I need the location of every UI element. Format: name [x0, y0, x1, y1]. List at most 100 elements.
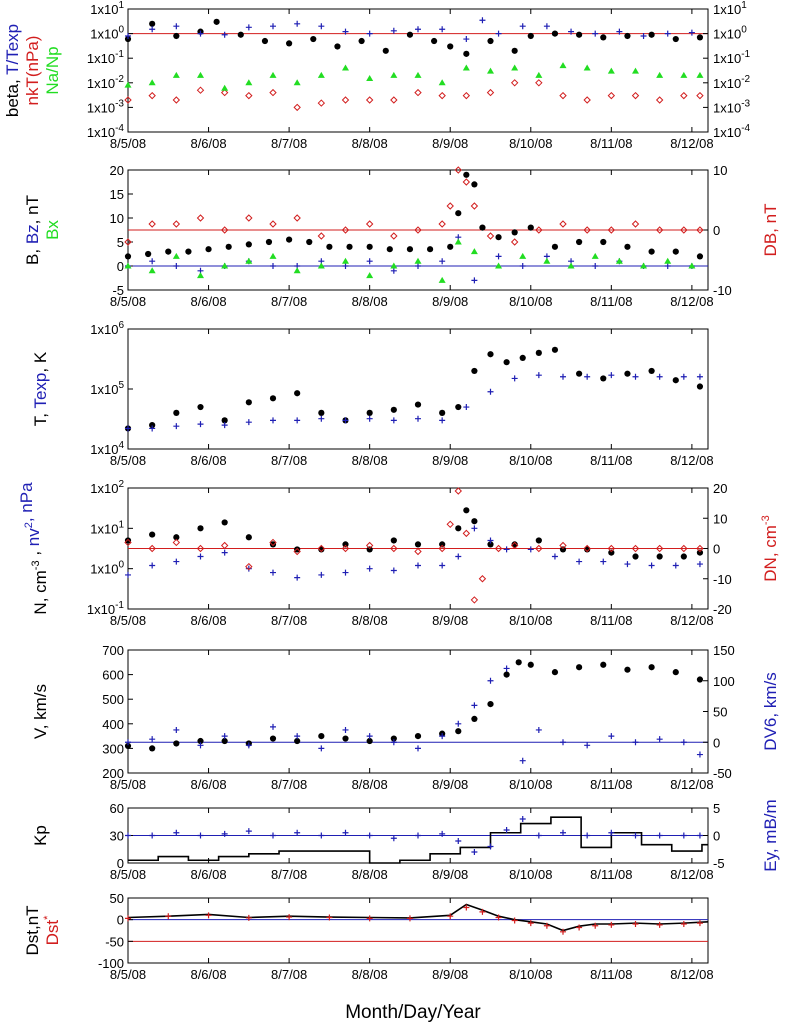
- panel-2-b-point: [286, 236, 293, 243]
- panel-7-dst_star-point: [326, 914, 333, 921]
- panel-2-x-tick-label: 8/10/08: [509, 294, 552, 309]
- panel-5-dv6-point: [245, 742, 252, 749]
- panel-2-bx-point: [172, 252, 180, 259]
- panel-4-nv2-point: [197, 553, 204, 560]
- panel-2-bx-point: [688, 262, 696, 269]
- panel-2-bz-point: [471, 277, 478, 284]
- panel-6-y-tick-label: 0: [117, 856, 124, 871]
- panel-1-y2-tick-label: 1x10-2: [713, 74, 751, 91]
- panel-2-db-point: [454, 166, 462, 174]
- panel-7-x-tick-label: 8/9/08: [432, 967, 468, 982]
- panel-4-y-tick-label: 1x100: [90, 560, 124, 577]
- panel-3-t-point: [245, 399, 252, 406]
- panel-1-na_np-point: [696, 71, 704, 78]
- panel-1-t_texp-point: [568, 28, 575, 35]
- panel-5-dv6-point: [390, 739, 397, 746]
- panel-4-n-point: [197, 525, 204, 532]
- panel-2-bz-point: [390, 267, 397, 274]
- panel-3-t-point: [551, 346, 559, 353]
- panel-4-dn-point: [245, 562, 253, 571]
- panel-4-x-tick-label: 8/5/08: [110, 613, 146, 628]
- panel-3-t-point: [696, 383, 704, 390]
- panel-5-v-point: [366, 737, 373, 745]
- panel-7-dst_star-point: [205, 912, 212, 919]
- panel-4-x-tick-label: 8/9/08: [432, 613, 468, 628]
- panel-1-nkt-point: [341, 96, 350, 104]
- panel-1-beta-point: [358, 37, 365, 45]
- panel-4-nv2-point: [221, 549, 228, 556]
- panel-1-na_np-point: [366, 74, 374, 81]
- panel-5-dv6-point: [560, 739, 566, 746]
- panel-3-t-point: [390, 406, 397, 413]
- panel-5-dv6-point: [632, 739, 639, 746]
- panel-3-t-point: [197, 403, 204, 411]
- panel-5-dv6-point: [173, 726, 180, 733]
- panel-1-y2-tick-label: 1x101: [713, 0, 747, 17]
- panel-5-dv6-point: [535, 726, 542, 733]
- panel-1-beta-point: [382, 47, 389, 54]
- panel-6-x-tick-label: 8/5/08: [110, 867, 146, 882]
- panel-2-db-point: [462, 178, 471, 186]
- panel-2-bx-point: [221, 262, 229, 269]
- panel-4-n-point: [455, 525, 462, 532]
- panel-1-beta-point: [624, 32, 631, 40]
- panel-5-x-tick-label: 8/5/08: [110, 777, 146, 792]
- panel-2-y-tick-label: 15: [110, 187, 124, 202]
- panel-2-b-point: [346, 243, 353, 250]
- panel-4-dn-point: [269, 538, 277, 547]
- panel-5-v-point: [197, 737, 204, 745]
- panel-1-na_np-point: [462, 64, 470, 71]
- panel-3-t-point: [173, 409, 180, 416]
- panel-7-dst_star-point: [656, 921, 663, 928]
- panel-1-nkt-point: [438, 91, 446, 100]
- panel-4-y-tick-label: 1x10-1: [87, 600, 125, 617]
- panel-2-y2-tick-label: 0: [713, 223, 720, 238]
- panel-3-x-tick-label: 8/7/08: [271, 453, 307, 468]
- panel-4-dn-point: [583, 544, 591, 553]
- panel-4-dn-point: [446, 520, 454, 529]
- panel-5-x-tick-label: 8/8/08: [352, 777, 388, 792]
- panel-6-y-tick-label: 60: [110, 801, 124, 816]
- panel-2-b-point: [145, 250, 152, 258]
- panel-7-y-axis-title-1: Dst,nT: [23, 905, 42, 955]
- panel-7-x-tick-label: 8/11/08: [590, 967, 632, 982]
- panel-2-bx-point: [495, 262, 503, 269]
- panel-5-dv6-point: [149, 736, 156, 743]
- panel-6-kp-step-line: [128, 816, 708, 864]
- panel-4-nv2-point: [696, 561, 703, 568]
- panel-2-x-tick-label: 8/8/08: [352, 294, 388, 309]
- panel-5-dv6-point: [197, 742, 204, 749]
- panel-2-bx-point: [615, 257, 623, 264]
- panel-1-beta-point: [310, 35, 317, 43]
- panel-4-nv2-point: [270, 569, 276, 576]
- panel-4-y2-tick-label: 20: [713, 481, 727, 496]
- panel-3-t-point: [221, 417, 228, 424]
- panel-3-t-point: [648, 367, 655, 375]
- panel-2-db-point: [486, 232, 495, 240]
- panel-5-v-point: [342, 735, 349, 742]
- panel-5-y2-axis-title: DV6, km/s: [761, 672, 780, 750]
- panel-1-t_texp-point: [390, 27, 397, 34]
- panel-4-n-point: [608, 549, 615, 556]
- panel-2-b-point: [165, 248, 172, 255]
- panel-1-beta-point: [511, 47, 518, 54]
- panel-3-t-point: [471, 367, 478, 375]
- panel-7-dst_star-point: [696, 920, 703, 927]
- panel-4-n-point: [269, 541, 277, 548]
- panel-2-x-tick-label: 8/11/08: [590, 294, 632, 309]
- panel-4-n-point: [471, 518, 478, 525]
- panel-5-dv6-point: [471, 702, 478, 709]
- panel-7-dst_star-point: [632, 921, 639, 927]
- panel-5-v-point: [471, 715, 478, 722]
- panel-2-bx-point: [245, 257, 253, 264]
- panel-1-nkt-point: [317, 99, 326, 107]
- panel-3-texp-point: [680, 373, 687, 380]
- panel-2-b-point: [511, 229, 518, 236]
- panel-6-x-tick-label: 8/7/08: [271, 867, 307, 882]
- panel-1-frame: [127, 8, 709, 133]
- panel-4-nv2-point: [487, 537, 494, 544]
- panel-4-nv2-point: [503, 546, 510, 553]
- panel-3-texp-point: [415, 415, 421, 422]
- panel-1-t_texp-point: [173, 23, 180, 30]
- panel-5-dv6-point: [584, 742, 591, 749]
